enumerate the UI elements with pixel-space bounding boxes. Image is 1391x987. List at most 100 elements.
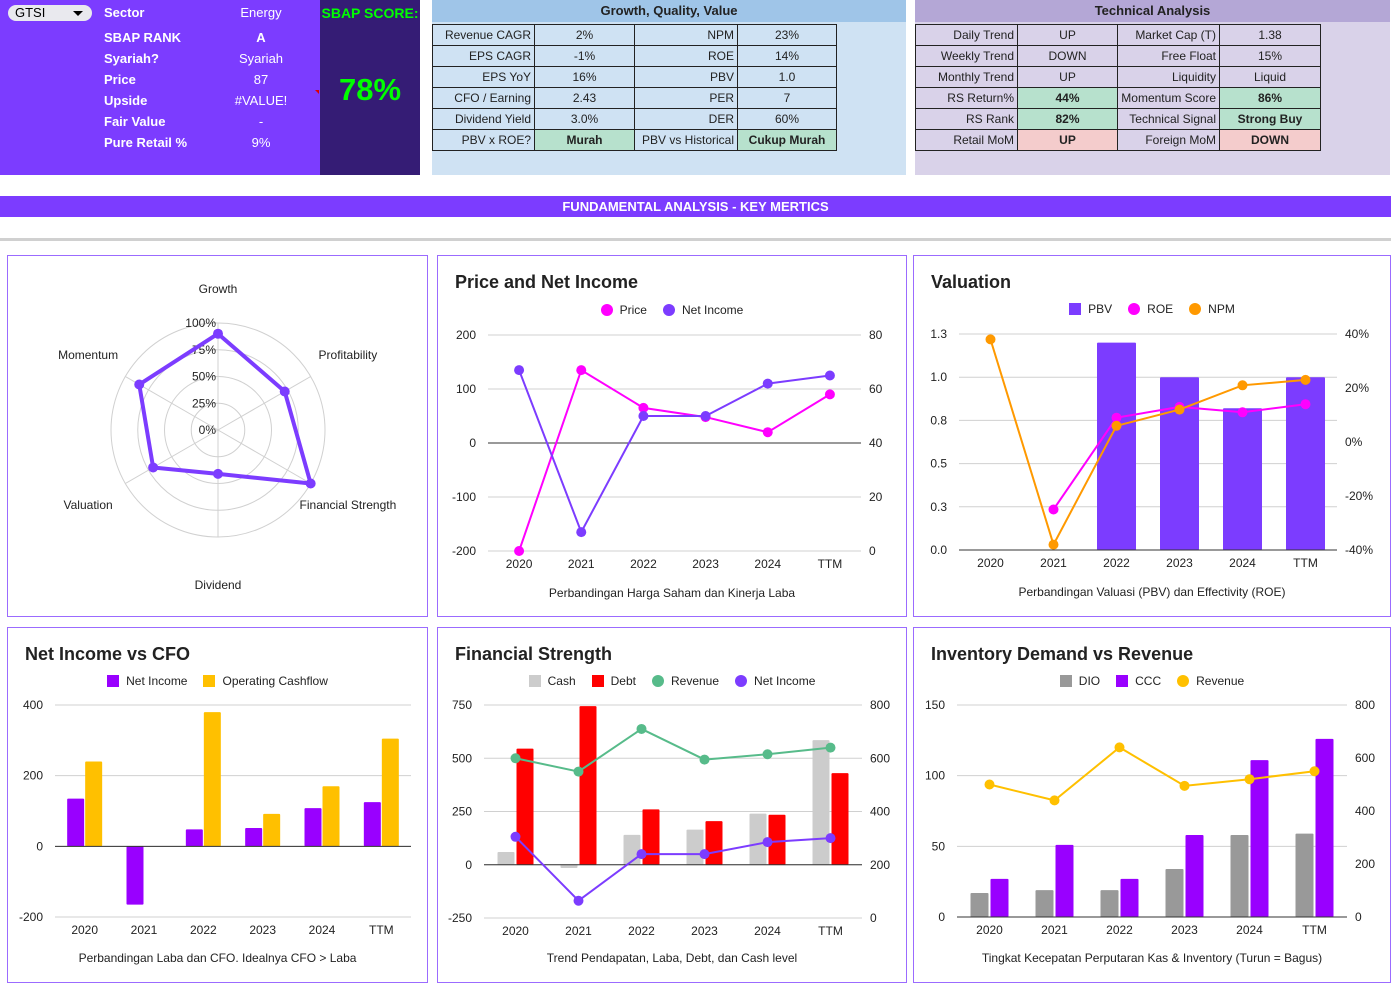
radar-point <box>148 462 159 473</box>
summary-row-rank: SBAP RANK A <box>104 29 314 47</box>
point-net-income <box>636 849 647 860</box>
point-price <box>824 389 835 400</box>
chart-title: Net Income vs CFO <box>25 644 191 664</box>
legend-item[interactable]: PBV <box>1069 302 1112 316</box>
point-price <box>576 365 587 376</box>
valuation-card: Valuation 1.3 1.0 0.8 0.5 0.3 0.0 40% 20% 0% -20%… <box>913 255 1391 617</box>
y-axis-right-tick: 20 <box>869 490 883 504</box>
point-net-income <box>638 411 649 421</box>
point-roe <box>1048 504 1059 515</box>
radar-point <box>213 468 223 479</box>
point-revenue <box>1114 742 1125 753</box>
metric-label: DER <box>634 108 738 130</box>
bar-pbv <box>1160 377 1199 550</box>
metric-label: PBV vs Historical <box>634 129 738 151</box>
y-axis-right-tick: 40 <box>869 436 883 450</box>
bar-net-income <box>245 827 263 847</box>
point-npm <box>1174 404 1185 415</box>
y-axis-left-tick: -200 <box>452 544 476 558</box>
y-axis-left-tick: 1.3 <box>930 327 947 341</box>
summary-value: - <box>258 114 264 129</box>
legend-marker-icon <box>1177 675 1190 687</box>
x-axis-tick: 2021 <box>568 557 595 571</box>
bar-operating-cashflow <box>263 813 281 847</box>
summary-row-upside: Upside #VALUE! <box>104 92 314 110</box>
y-axis-right-tick: 600 <box>870 751 890 765</box>
metric-label: Weekly Trend <box>915 45 1018 67</box>
legend-label: Debt <box>610 674 636 688</box>
table-row: CFO / Earning 2.43 PER 7 <box>432 87 837 109</box>
metric-label: RS Rank <box>915 108 1018 130</box>
metric-value: DOWN <box>1219 129 1321 151</box>
point-revenue <box>1309 766 1320 777</box>
ticker-value: GTSI <box>15 5 46 20</box>
legend-item[interactable]: Net Income <box>107 674 187 688</box>
legend-label: PBV <box>1088 302 1113 316</box>
table-row: Dividend Yield 3.0% DER 60% <box>432 108 837 130</box>
net-income-vs-cfo-chart: 400 200 0 -200 2020 2021 2022 2023 2024 TTM <box>19 698 411 937</box>
legend-marker-icon <box>600 304 613 316</box>
radar-axis-label: Financial Strength <box>300 498 397 512</box>
metric-label: EPS YoY <box>432 66 535 88</box>
legend-item[interactable]: Debt <box>591 674 636 688</box>
bar-net-income <box>363 802 381 847</box>
legend-marker-icon <box>1069 303 1082 315</box>
line-revenue <box>515 727 831 773</box>
inventory-demand-chart: 150 100 50 0 800 600 400 200 0 2020 2021 2022 2023 20… <box>925 698 1375 937</box>
comment-indicator-icon[interactable] <box>315 90 319 94</box>
chart-legend: Net Income Operating Cashflow <box>8 674 427 688</box>
legend-item[interactable]: NPM <box>1189 302 1235 316</box>
metric-value: Murah <box>534 129 635 151</box>
metric-value: 7 <box>737 87 837 109</box>
metric-value: -1% <box>534 45 635 67</box>
x-axis-tick: TTM <box>818 557 843 571</box>
metric-label: Momentum Score <box>1117 87 1220 109</box>
metric-value: UP <box>1017 129 1118 151</box>
legend-item[interactable]: Net Income <box>735 674 815 688</box>
point-revenue <box>636 723 647 734</box>
legend-item[interactable]: Operating Cashflow <box>203 674 328 688</box>
growth-header: Growth, Quality, Value <box>432 0 906 22</box>
y-axis-right-tick: 600 <box>1355 751 1375 765</box>
growth-section: Growth, Quality, Value Revenue CAGR 2% NPM… <box>432 0 906 175</box>
valuation-chart: 1.3 1.0 0.8 0.5 0.3 0.0 40% 20% 0% -20% -40% 2020 20… <box>930 327 1373 570</box>
y-axis-left-tick: 0 <box>938 910 945 924</box>
point-price <box>514 546 525 556</box>
legend-item[interactable]: ROE <box>1128 302 1173 316</box>
legend-item[interactable]: Revenue <box>1177 674 1244 688</box>
x-axis-tick: 2024 <box>1229 556 1256 570</box>
table-row: RS Return% 44% Momentum Score 86% <box>915 87 1321 109</box>
radar-tick-label: 25% <box>192 396 216 410</box>
bar-ccc <box>1185 835 1204 917</box>
point-net-income <box>824 370 835 381</box>
legend-item[interactable]: Net Income <box>662 303 743 317</box>
point-net-income <box>576 527 587 538</box>
summary-label: SBAP RANK <box>104 30 182 45</box>
x-axis-tick: 2022 <box>190 923 217 937</box>
ticker-dropdown[interactable]: GTSI <box>8 5 92 21</box>
bar-ccc <box>990 878 1009 917</box>
y-axis-left-tick: -100 <box>452 490 476 504</box>
growth-table: Revenue CAGR 2% NPM 23% EPS CAGR -1% ROE 14% EPS… <box>432 24 837 151</box>
radar-chart-card: 0% 25% 50% 75% 100% Growth Profitability Financ… <box>7 255 428 617</box>
metric-value: 23% <box>737 24 837 46</box>
legend-item[interactable]: Revenue <box>651 674 719 688</box>
net-income-vs-cfo-card: Net Income vs CFO 400 200 0 -200 2020 2021 202… <box>7 627 428 983</box>
line-price <box>518 368 831 552</box>
chart-caption: Trend Pendapatan, Laba, Debt, dan Cash l… <box>546 951 798 965</box>
legend-item[interactable]: Cash <box>528 674 576 688</box>
y-axis-left-tick: 100 <box>456 382 476 396</box>
x-axis-tick: TTM <box>818 924 843 938</box>
bar-debt <box>705 821 723 865</box>
metric-value: DOWN <box>1017 45 1118 67</box>
metric-value: 14% <box>737 45 837 67</box>
summary-value: Energy <box>240 5 282 20</box>
metric-value: 16% <box>534 66 635 88</box>
metric-label: PER <box>634 87 738 109</box>
price-net-income-card: Price and Net Income 200 100 0 -100 -200 80 60… <box>437 255 907 617</box>
legend-item[interactable]: Price <box>600 303 647 317</box>
legend-item[interactable]: DIO <box>1059 674 1100 688</box>
summary-label: Price <box>104 72 136 87</box>
legend-item[interactable]: CCC <box>1116 674 1161 688</box>
summary-label: Syariah? <box>104 51 159 66</box>
